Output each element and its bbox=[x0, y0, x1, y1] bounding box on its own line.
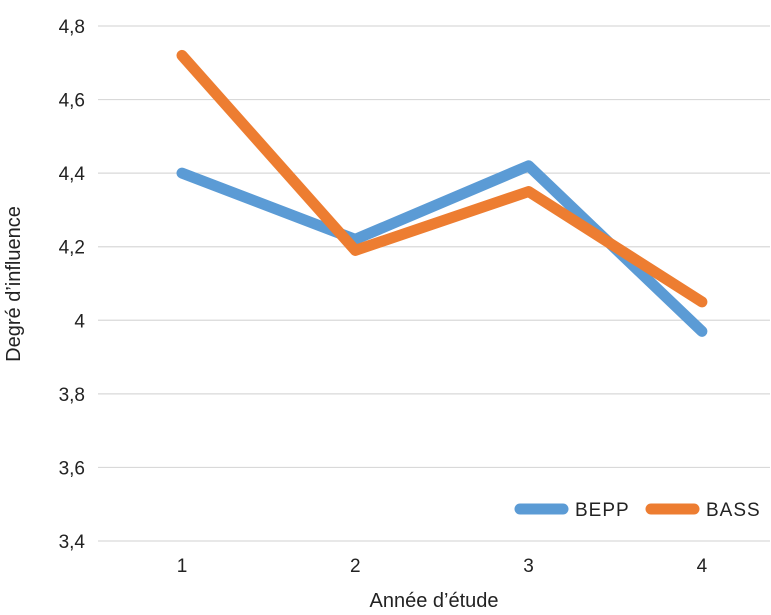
y-tick-label: 3,8 bbox=[59, 385, 85, 406]
legend-label-bepp: BEPP bbox=[575, 500, 630, 521]
y-tick-label: 4,4 bbox=[59, 164, 86, 185]
x-tick-label: 1 bbox=[177, 556, 188, 577]
y-tick-label: 4,6 bbox=[59, 91, 85, 112]
gridlines bbox=[98, 25, 770, 542]
y-tick-label: 4 bbox=[74, 311, 85, 332]
x-tick-label: 3 bbox=[523, 556, 534, 577]
y-tick-label: 3,4 bbox=[59, 532, 86, 553]
y-axis-title: Degré d’influence bbox=[3, 206, 25, 362]
x-axis-title: Année d’étude bbox=[369, 590, 498, 612]
legend-label-bass: BASS bbox=[706, 500, 761, 521]
y-tick-label: 3,6 bbox=[59, 458, 85, 479]
y-axis-ticks: 3,4 3,6 3,8 4 4,2 4,4 4,6 4,8 bbox=[59, 17, 86, 553]
legend: BEPP BASS bbox=[514, 500, 761, 521]
x-tick-label: 2 bbox=[350, 556, 361, 577]
series-lines bbox=[176, 49, 708, 337]
y-tick-label: 4,8 bbox=[59, 17, 85, 38]
x-tick-label: 4 bbox=[697, 556, 708, 577]
x-axis-ticks: 1 2 3 4 bbox=[177, 556, 708, 577]
series-line-bass bbox=[176, 49, 708, 308]
y-tick-label: 4,2 bbox=[59, 238, 85, 259]
